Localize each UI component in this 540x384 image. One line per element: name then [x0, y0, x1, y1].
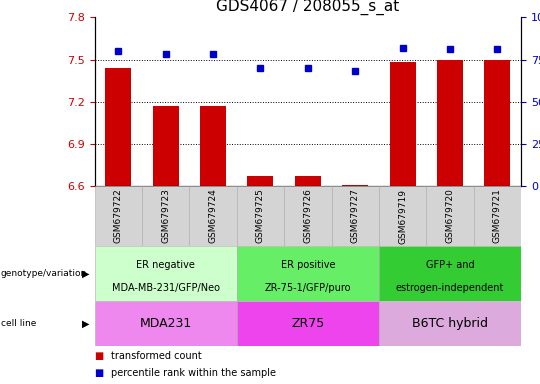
Bar: [237, 301, 379, 346]
Text: estrogen-independent: estrogen-independent: [396, 283, 504, 293]
Bar: [295, 176, 321, 186]
Text: cell line: cell line: [1, 319, 36, 328]
Bar: [484, 60, 510, 186]
Text: GFP+ and: GFP+ and: [426, 260, 474, 270]
Text: GSM679724: GSM679724: [208, 189, 218, 243]
Text: ER positive: ER positive: [281, 260, 335, 270]
Text: percentile rank within the sample: percentile rank within the sample: [111, 368, 276, 378]
Text: GSM679721: GSM679721: [493, 189, 502, 243]
Text: GSM679720: GSM679720: [446, 189, 455, 243]
Text: GSM679719: GSM679719: [398, 189, 407, 243]
Text: ▶: ▶: [82, 268, 89, 279]
Bar: [94, 301, 237, 346]
Text: ■: ■: [94, 351, 104, 361]
Bar: [142, 186, 190, 246]
Bar: [379, 186, 426, 246]
Bar: [379, 246, 521, 301]
Bar: [426, 186, 474, 246]
Text: MDA231: MDA231: [139, 317, 192, 330]
Text: ZR75: ZR75: [291, 317, 325, 330]
Bar: [237, 246, 379, 301]
Text: GSM679726: GSM679726: [303, 189, 312, 243]
Bar: [94, 186, 142, 246]
Text: GSM679727: GSM679727: [350, 189, 360, 243]
Text: MDA-MB-231/GFP/Neo: MDA-MB-231/GFP/Neo: [112, 283, 220, 293]
Text: ER negative: ER negative: [136, 260, 195, 270]
Bar: [237, 186, 284, 246]
Text: transformed count: transformed count: [111, 351, 201, 361]
Bar: [474, 186, 521, 246]
Bar: [94, 246, 237, 301]
Bar: [153, 106, 179, 186]
Text: B6TC hybrid: B6TC hybrid: [412, 317, 488, 330]
Text: ▶: ▶: [82, 318, 89, 329]
Bar: [284, 186, 332, 246]
Text: genotype/variation: genotype/variation: [1, 269, 87, 278]
Bar: [247, 176, 273, 186]
Text: ■: ■: [94, 368, 104, 378]
Bar: [190, 186, 237, 246]
Text: ZR-75-1/GFP/puro: ZR-75-1/GFP/puro: [265, 283, 351, 293]
Bar: [342, 185, 368, 186]
Bar: [105, 68, 131, 186]
Bar: [200, 106, 226, 186]
Text: GSM679723: GSM679723: [161, 189, 170, 243]
Bar: [437, 60, 463, 186]
Text: GSM679725: GSM679725: [256, 189, 265, 243]
Bar: [389, 62, 416, 186]
Title: GDS4067 / 208055_s_at: GDS4067 / 208055_s_at: [216, 0, 400, 15]
Bar: [332, 186, 379, 246]
Bar: [379, 301, 521, 346]
Text: GSM679722: GSM679722: [114, 189, 123, 243]
